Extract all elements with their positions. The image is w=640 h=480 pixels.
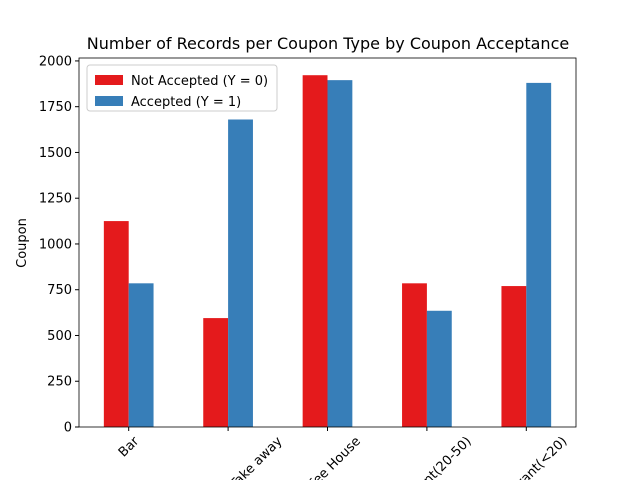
y-tick-label: 1750 [39,100,72,115]
y-tick-label: 750 [47,283,72,298]
x-tick-label: Carry out & Take away [171,434,285,480]
x-tick-label: Bar [116,434,143,461]
legend-swatch [95,75,123,85]
y-tick-label: 0 [64,421,72,436]
bar [203,318,229,427]
x-tick-label: Coffee House [292,434,364,480]
chart-title: Number of Records per Coupon Type by Cou… [87,34,569,53]
y-tick-label: 1500 [39,146,72,161]
bar [501,286,527,427]
bar [426,310,452,427]
bar [128,283,154,427]
bar [402,283,427,427]
y-axis-label: Coupon [15,218,30,268]
x-tick-label: Restaurant(20-50) [380,434,475,480]
y-tick-label: 500 [47,329,72,344]
bar [228,119,253,427]
x-tick-label: Restaurant(<20) [483,434,571,480]
legend-swatch [95,96,123,106]
y-tick-label: 250 [47,375,72,390]
legend-label: Not Accepted (Y = 0) [131,74,268,89]
legend-box [86,64,278,112]
legend-label: Accepted (Y = 1) [131,95,241,110]
axes-frame [78,57,577,428]
bar [302,75,328,428]
y-tick-label: 1250 [39,192,72,207]
y-tick-label: 1000 [39,237,72,252]
bar [327,80,353,427]
bar [526,82,552,428]
bar [103,221,129,427]
y-tick-label: 2000 [39,54,72,69]
